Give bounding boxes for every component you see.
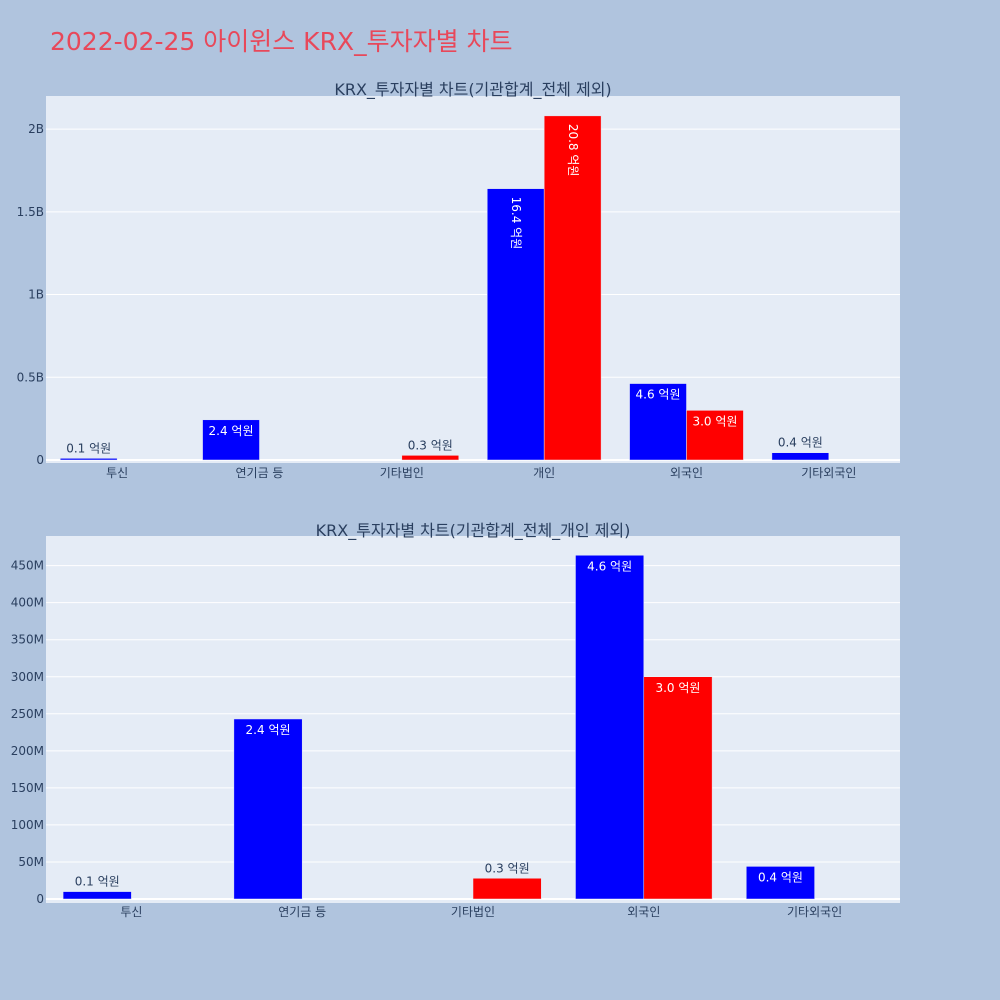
y-tick-label: 1.5B — [17, 205, 44, 219]
y-tick-label: 250M — [11, 707, 44, 721]
x-tick-label: 외국인 — [670, 466, 703, 480]
bar — [771, 452, 830, 461]
data-label: 0.1 억원 — [66, 441, 111, 455]
bar — [401, 455, 460, 461]
y-tick-label: 2B — [28, 122, 44, 136]
chart-top: 0 0.5B 1B 1.5B 2B KRX_투자자별 차트(기관합계_전체 제외) 투신 0.… — [17, 80, 900, 480]
x-tick-label: 기타외국인 — [787, 905, 842, 919]
y-tick-label: 200M — [11, 744, 44, 758]
y-tick-label: 350M — [11, 633, 44, 647]
y-tick-label: 400M — [11, 596, 44, 610]
x-tick-label: 외국인 — [627, 905, 660, 919]
x-tick-label: 투신 — [120, 905, 142, 919]
bar — [543, 115, 602, 461]
y-tick-label: 1B — [28, 288, 44, 302]
bar — [746, 866, 815, 900]
data-label: 2.4 억원 — [246, 723, 291, 737]
chart-title: KRX_투자자별 차트(기관합계_전체_개인 제외) — [316, 521, 631, 541]
bar — [202, 419, 260, 461]
data-label: 20.8 억원 — [566, 124, 580, 177]
x-tick-label: 기타법인 — [380, 466, 424, 480]
y-tick-label: 0 — [36, 892, 44, 906]
plot-area — [46, 96, 900, 463]
x-tick-label: 기타법인 — [451, 905, 495, 919]
y-tick-label: 0.5B — [17, 370, 44, 384]
y-tick-label: 50M — [18, 855, 44, 869]
data-label: 0.4 억원 — [778, 436, 823, 450]
x-tick-label: 연기금 등 — [278, 905, 326, 919]
bar — [686, 410, 744, 461]
plot-area — [46, 536, 900, 903]
bar — [575, 555, 645, 900]
y-tick-label: 450M — [11, 559, 44, 573]
data-label: 4.6 억원 — [636, 388, 681, 402]
x-tick-label: 투신 — [106, 466, 128, 480]
bar — [472, 878, 542, 900]
chart-title: KRX_투자자별 차트(기관합계_전체 제외) — [334, 80, 611, 100]
data-label: 3.0 억원 — [655, 681, 700, 695]
data-label: 0.3 억원 — [485, 861, 530, 875]
bar — [233, 718, 303, 900]
y-tick-label: 150M — [11, 781, 44, 795]
data-label: 4.6 억원 — [587, 559, 632, 573]
bar — [62, 891, 132, 900]
data-label: 0.3 억원 — [408, 438, 453, 452]
data-label: 3.0 억원 — [692, 414, 737, 428]
bar — [59, 458, 118, 461]
data-label: 2.4 억원 — [209, 424, 254, 438]
bar — [486, 188, 545, 461]
page-title: 2022-02-25 아이윈스 KRX_투자자별 차트 — [50, 27, 513, 56]
y-tick-label: 100M — [11, 818, 44, 832]
data-label: 0.1 억원 — [75, 875, 120, 889]
x-tick-label: 개인 — [533, 466, 555, 480]
y-tick-label: 0 — [36, 453, 44, 467]
chart-bottom: 0 50M 100M 150M 200M 250M 300M 350M 400M 450M KRX_… — [11, 521, 900, 919]
x-tick-label: 기타외국인 — [801, 466, 856, 480]
bar — [643, 676, 713, 900]
x-tick-label: 연기금 등 — [236, 466, 284, 480]
data-label: 0.4 억원 — [758, 870, 803, 884]
data-label: 16.4 억원 — [509, 197, 523, 250]
y-tick-label: 300M — [11, 670, 44, 684]
